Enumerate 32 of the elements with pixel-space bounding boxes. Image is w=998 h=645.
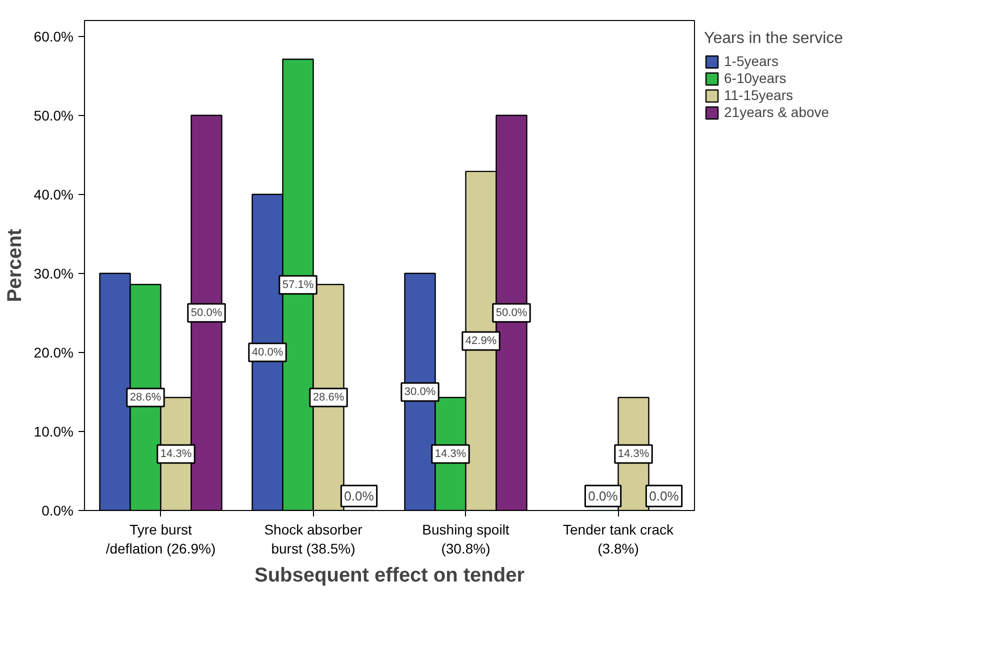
- data-label: 50.0%: [496, 306, 528, 319]
- data-label: 50.0%: [190, 306, 222, 319]
- legend-title: Years in the service: [704, 30, 844, 48]
- x-tick-label: Tyre burst /deflation (26.9%): [106, 522, 216, 557]
- data-label: 0.0%: [344, 488, 374, 504]
- data-label: 14.3%: [160, 448, 192, 460]
- y-tick-label: 20.0%: [34, 344, 74, 360]
- y-tick-label: 40.0%: [34, 186, 74, 202]
- data-label: 30.0%: [404, 386, 436, 398]
- data-label: 14.3%: [618, 448, 650, 460]
- data-label: 28.6%: [130, 391, 162, 404]
- x-tick-label: Shock absorber burst (38.5%): [264, 522, 363, 557]
- y-tick-label: 60.0%: [34, 28, 74, 44]
- y-tick-label: 50.0%: [34, 107, 74, 124]
- legend-label: 6-10years: [724, 70, 786, 86]
- data-label: 40.0%: [252, 346, 284, 358]
- data-label: 57.1%: [282, 278, 314, 291]
- x-tick-label: Tender tank crack (3.8%): [563, 522, 674, 557]
- data-label: 14.3%: [434, 448, 466, 460]
- y-tick-label: 30.0%: [34, 265, 74, 282]
- legend-label: 11-15years: [724, 87, 794, 103]
- x-axis-title: Subsequent effect on tender: [254, 564, 525, 587]
- y-tick-label: 10.0%: [34, 423, 74, 440]
- data-label: 0.0%: [649, 488, 680, 504]
- legend-label: 1-5years: [724, 53, 778, 69]
- data-label: 0.0%: [588, 488, 618, 504]
- y-axis-title: Percent: [4, 228, 26, 302]
- data-label: 28.6%: [312, 391, 344, 404]
- y-tick-label: 0.0%: [42, 502, 74, 518]
- legend-label: 21years & above: [724, 104, 830, 120]
- data-label: 42.9%: [465, 334, 497, 347]
- x-tick-label: Bushing spoilt (30.8%): [422, 522, 510, 557]
